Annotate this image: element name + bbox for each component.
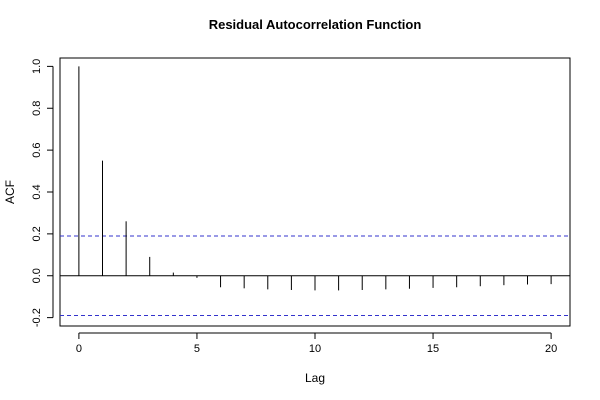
x-axis: 0 5 10 15 20 xyxy=(76,332,557,355)
x-tick-label: 20 xyxy=(545,343,557,355)
y-tick-label: 0.4 xyxy=(31,184,43,199)
x-tick-label: 15 xyxy=(427,343,439,355)
x-tick-label: 10 xyxy=(309,343,321,355)
y-axis: -0.2 0.0 0.2 0.4 0.6 0.8 1.0 xyxy=(31,59,54,327)
x-tick-label: 5 xyxy=(194,343,200,355)
y-axis-label: ACF xyxy=(3,180,17,204)
y-tick-label: 1.0 xyxy=(31,59,43,74)
y-tick-label: 0.0 xyxy=(31,268,43,283)
x-tick-label: 0 xyxy=(76,343,82,355)
y-tick-label: 0.8 xyxy=(31,101,43,116)
y-tick-label: 0.2 xyxy=(31,226,43,241)
y-tick-label: 0.6 xyxy=(31,142,43,157)
plot-area-frame xyxy=(59,57,571,327)
y-tick-label: -0.2 xyxy=(31,308,43,327)
x-axis-label: Lag xyxy=(305,371,325,385)
chart-title: Residual Autocorrelation Function xyxy=(209,17,422,32)
acf-bars xyxy=(78,66,552,291)
